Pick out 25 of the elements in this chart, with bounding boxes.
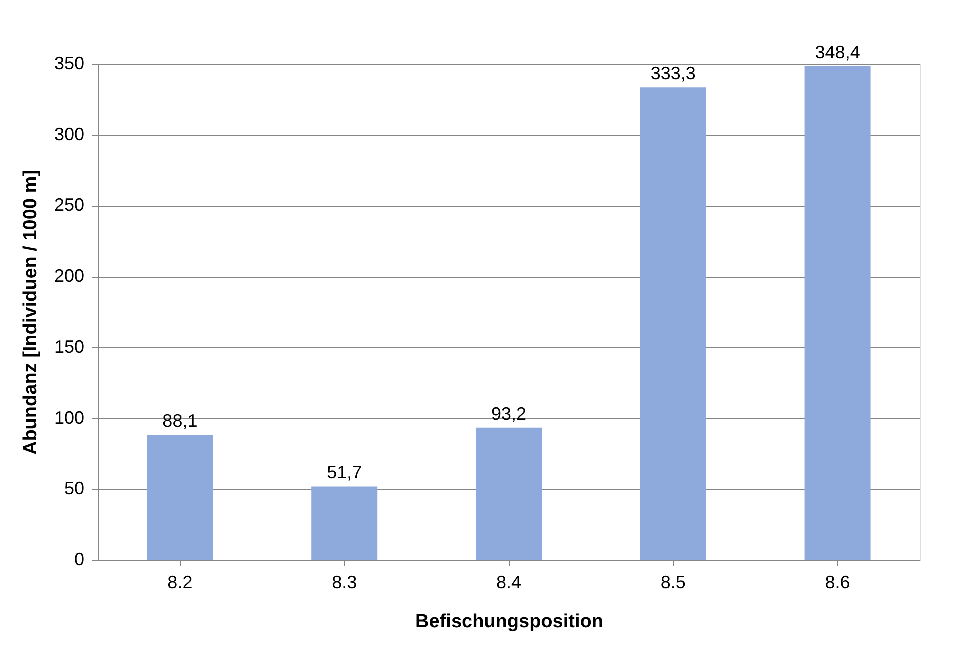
data-label: 88,1 <box>162 411 198 432</box>
y-tick-label: 350 <box>54 54 84 74</box>
y-tick-label: 150 <box>54 336 84 357</box>
y-axis-title: Abundanz [Individuen / 1000 m] <box>20 170 42 456</box>
y-tick-label: 300 <box>54 124 84 144</box>
x-tick-label: 8.5 <box>660 572 686 592</box>
x-tick-label: 8.3 <box>332 572 358 592</box>
y-tick-label: 0 <box>74 550 84 570</box>
data-label: 348,4 <box>815 42 860 62</box>
bar <box>147 435 214 560</box>
x-tick-label: 8.4 <box>496 572 522 592</box>
x-axis-title: Befischungsposition <box>416 612 604 632</box>
bar <box>312 486 378 560</box>
bar <box>804 66 871 560</box>
data-label: 93,2 <box>491 404 527 424</box>
x-tick-label: 8.6 <box>825 572 850 592</box>
y-tick-label: 50 <box>64 478 84 499</box>
data-label: 51,7 <box>327 462 362 483</box>
x-tick-label: 8.2 <box>168 572 193 592</box>
y-tick-label: 100 <box>54 408 84 428</box>
y-tick-label: 250 <box>54 195 84 216</box>
bar <box>640 88 706 560</box>
y-tick-label: 200 <box>54 266 84 286</box>
bar <box>476 428 542 560</box>
data-label: 333,3 <box>650 64 696 84</box>
